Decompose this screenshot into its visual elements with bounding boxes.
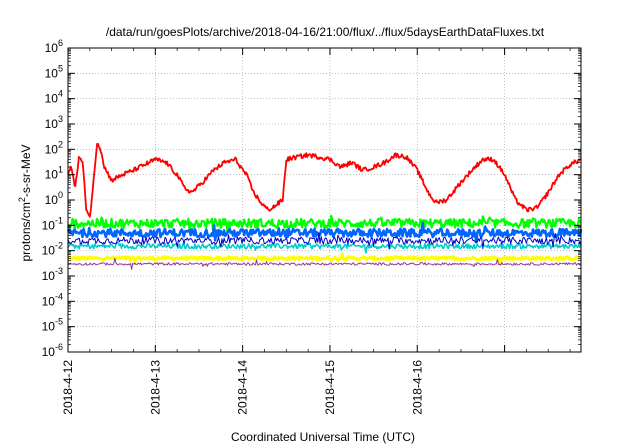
series-line-4 [67, 241, 582, 254]
y-tick-label: 106 [45, 38, 63, 55]
series-line-2 [66, 221, 583, 244]
y-tick-label: 10-1 [42, 215, 63, 232]
y-axis-label: protons/cm2-s-sr-MeV [17, 144, 33, 261]
x-tick-label: 2018-4-14 [236, 360, 250, 415]
chart-title: /data/run/goesPlots/archive/2018-04-16/2… [106, 25, 545, 39]
x-tick-label: 2018-4-13 [148, 360, 162, 415]
y-axis-label-sup: 2 [17, 197, 27, 202]
series-line-6 [67, 257, 582, 270]
series-line-5 [67, 252, 582, 266]
x-tick-label: 2018-4-15 [323, 360, 337, 415]
y-axis-label-post: -s-sr-MeV [19, 144, 33, 197]
series-line-3 [67, 232, 582, 250]
series-layer [66, 143, 583, 270]
series-line-1 [66, 214, 582, 233]
x-tick-label: 2018-4-12 [61, 360, 75, 415]
y-axis-ticks: 10-6 10-5 10-4 10-3 10-2 10-1 100 101 102 103 104 1… [42, 38, 581, 359]
y-tick-label: 10-3 [42, 266, 63, 283]
x-axis-ticks: 2018-4-12 2018-4-13 2018-4-14 2018-4-15 2018… [61, 48, 571, 415]
y-tick-label: 10-4 [42, 291, 63, 308]
plot-frame [67, 47, 582, 353]
y-tick-label: 10-5 [42, 317, 63, 334]
y-tick-label: 101 [45, 165, 63, 182]
y-tick-label: 105 [45, 63, 63, 80]
y-tick-label: 100 [45, 190, 63, 207]
x-tick-label: 2018-4-16 [410, 360, 424, 415]
y-axis-label-pre: protons/cm [19, 202, 33, 261]
y-tick-label: 10-6 [42, 342, 63, 359]
x-axis-label: Coordinated Universal Time (UTC) [231, 430, 415, 444]
grid-lines [68, 48, 581, 352]
y-tick-label: 103 [45, 114, 63, 131]
y-tick-label: 10-2 [42, 241, 63, 258]
series-line-0 [67, 143, 582, 218]
y-tick-label: 104 [45, 89, 63, 106]
y-tick-label: 102 [45, 139, 63, 156]
